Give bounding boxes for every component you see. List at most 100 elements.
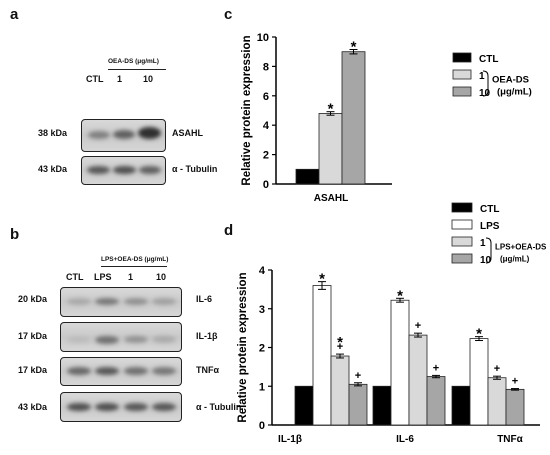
x-category-label: IL-1β bbox=[278, 434, 302, 445]
y-axis-label: Relative protein expression bbox=[237, 272, 249, 422]
x-category-label: TNFα bbox=[497, 434, 523, 445]
significance-marker: * bbox=[397, 287, 403, 304]
y-tick-label: 0 bbox=[263, 179, 269, 191]
group-line-b bbox=[101, 266, 167, 267]
blot-band bbox=[124, 298, 148, 305]
bar bbox=[372, 385, 392, 426]
bar bbox=[295, 168, 320, 185]
panel-letter-c: c bbox=[224, 6, 233, 23]
bar bbox=[408, 334, 428, 426]
legend-swatch bbox=[452, 86, 472, 97]
group-label-b: LPS+OEA-DS (μg/mL) bbox=[101, 256, 169, 263]
blot-band bbox=[152, 403, 176, 411]
lane-label: 1 bbox=[128, 272, 134, 282]
blot-il1b bbox=[60, 322, 182, 352]
legend-swatch bbox=[451, 236, 473, 247]
legend-swatch bbox=[452, 52, 472, 63]
blot-tnfa bbox=[60, 357, 182, 386]
bar bbox=[451, 385, 471, 426]
blot-size-label: 17 kDa bbox=[18, 365, 48, 375]
blot-tubulin-b bbox=[60, 392, 182, 422]
blot-band bbox=[113, 166, 136, 174]
y-axis-label: Relative protein expression bbox=[241, 35, 253, 185]
blot-tubulin-a bbox=[81, 156, 166, 185]
blot-band bbox=[95, 367, 119, 375]
significance-marker: * bbox=[476, 326, 482, 343]
y-tick-label: 0 bbox=[259, 420, 265, 432]
significance-marker: + bbox=[415, 320, 421, 332]
blot-band bbox=[95, 298, 119, 305]
y-tick-label: 4 bbox=[259, 265, 266, 277]
blot-band bbox=[124, 336, 148, 343]
y-tick-label: 10 bbox=[257, 32, 269, 44]
legend-bracket bbox=[485, 237, 492, 264]
significance-marker: * bbox=[351, 38, 357, 55]
bar bbox=[330, 355, 350, 426]
significance-marker: + bbox=[433, 362, 439, 374]
legend-swatch bbox=[452, 69, 472, 80]
blot-band bbox=[124, 367, 148, 375]
blot-size-label: 20 kDa bbox=[18, 294, 48, 304]
blot-band bbox=[67, 403, 91, 411]
blot-band bbox=[124, 403, 148, 411]
legend-swatch bbox=[451, 202, 473, 213]
bar bbox=[469, 338, 489, 426]
bar bbox=[312, 285, 332, 426]
y-tick-label: 6 bbox=[263, 91, 269, 103]
blot-band bbox=[87, 166, 110, 174]
blot-protein-label: IL-6 bbox=[196, 294, 213, 304]
lane-label: CTL bbox=[66, 272, 84, 282]
panel-letter-d: d bbox=[224, 222, 234, 239]
blot-size-label: 17 kDa bbox=[18, 331, 48, 341]
group-label-a: OEA-DS (μg/mL) bbox=[108, 58, 159, 65]
lane-label: CTL bbox=[86, 74, 104, 84]
panel-letter-b: b bbox=[10, 226, 20, 243]
legend-label: 1 bbox=[480, 238, 486, 249]
bar bbox=[505, 388, 525, 426]
group-line-a bbox=[108, 69, 166, 70]
legend-label: CTL bbox=[479, 54, 498, 65]
y-tick-label: 3 bbox=[259, 304, 265, 316]
y-tick-label: 8 bbox=[263, 61, 269, 73]
blot-size-label: 38 kDa bbox=[38, 128, 68, 138]
blot-band bbox=[152, 367, 176, 375]
panel-letter-a: a bbox=[10, 6, 19, 23]
legend-swatch bbox=[451, 219, 473, 230]
blot-protein-label: α - Tubulin bbox=[172, 164, 218, 174]
x-category-label: IL-6 bbox=[396, 434, 414, 445]
lane-label: 10 bbox=[156, 272, 167, 282]
y-tick-label: 1 bbox=[259, 381, 265, 393]
legend-group-label: OEA-DS bbox=[492, 75, 529, 86]
bar bbox=[426, 376, 446, 426]
bar bbox=[348, 383, 368, 426]
bar bbox=[390, 299, 410, 426]
blot-band bbox=[88, 131, 110, 139]
legend-group-unit: (μg/mL) bbox=[500, 255, 530, 264]
legend-label: LPS bbox=[480, 221, 500, 232]
legend-label: 1 bbox=[479, 71, 485, 82]
blot-band bbox=[67, 337, 91, 343]
significance-marker: * bbox=[319, 271, 325, 288]
x-category-label: ASAHL bbox=[314, 193, 348, 204]
blot-band bbox=[113, 130, 135, 139]
lane-label: LPS bbox=[94, 272, 112, 282]
bar bbox=[487, 377, 507, 426]
significance-marker: + bbox=[337, 341, 343, 353]
blot-band bbox=[95, 336, 119, 344]
significance-marker: + bbox=[355, 370, 361, 382]
blot-protein-label: IL-1β bbox=[196, 331, 218, 341]
bar bbox=[318, 113, 343, 185]
blot-size-label: 43 kDa bbox=[18, 402, 48, 412]
bar bbox=[341, 51, 366, 185]
y-tick-label: 2 bbox=[259, 343, 265, 355]
legend-group-label: LPS+OEA-DS bbox=[495, 243, 547, 252]
blot-band bbox=[95, 403, 119, 411]
blot-size-label: 43 kDa bbox=[38, 164, 68, 174]
legend-label: CTL bbox=[480, 204, 499, 215]
blot-band bbox=[139, 166, 161, 174]
significance-marker: + bbox=[512, 376, 518, 388]
blot-band bbox=[152, 298, 176, 305]
blot-band bbox=[67, 298, 91, 305]
blot-protein-label: α - Tubulin bbox=[196, 402, 242, 412]
legend-group-unit: (μg/mL) bbox=[497, 87, 532, 98]
